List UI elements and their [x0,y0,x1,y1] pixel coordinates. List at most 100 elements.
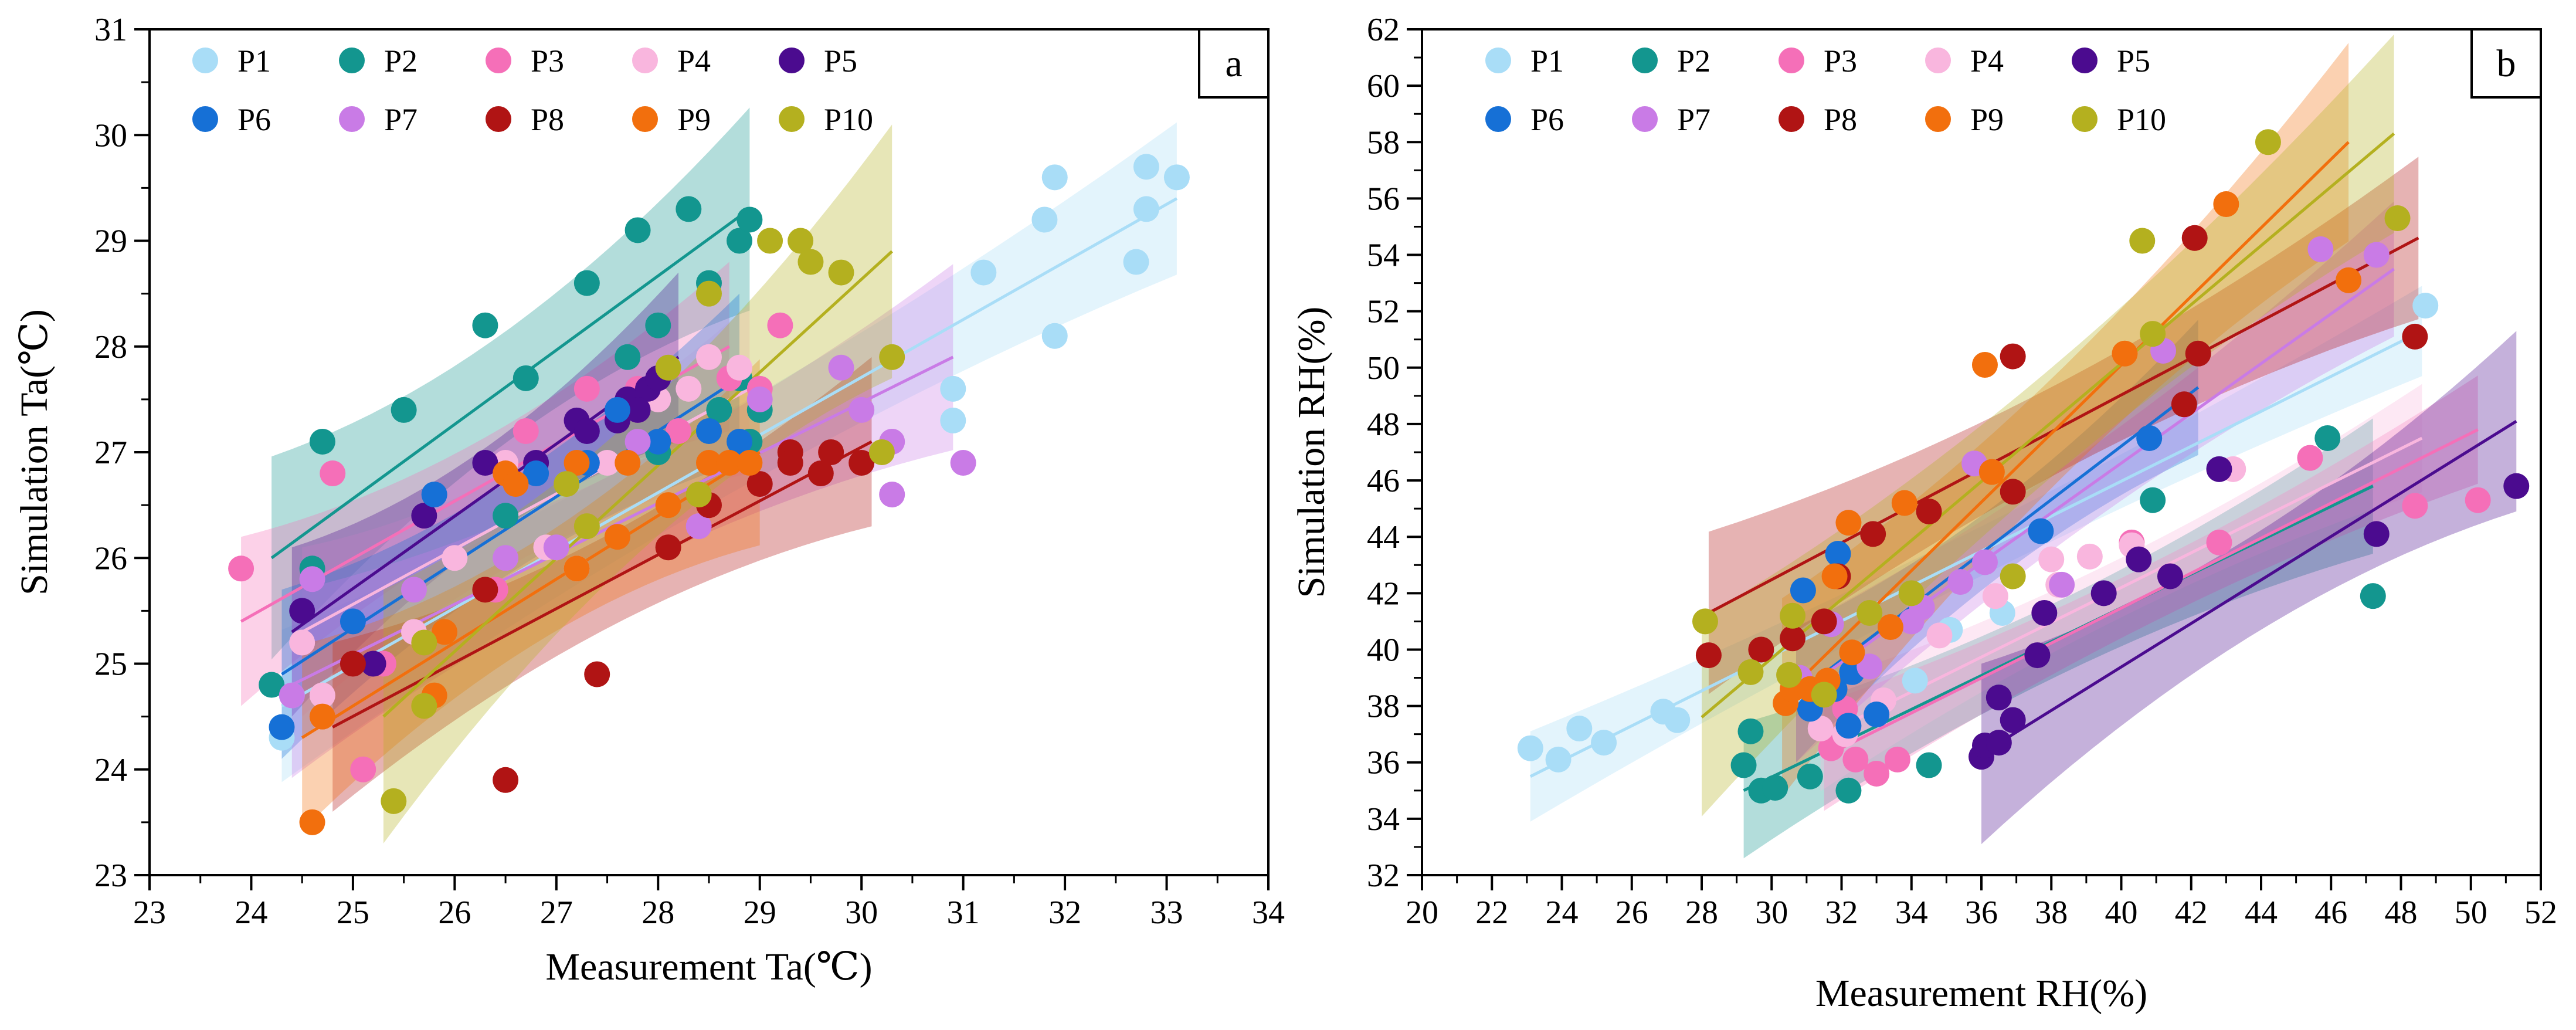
y-tick-label: 40 [1367,632,1400,668]
data-point-p1 [940,407,966,433]
data-point-p3 [2465,487,2491,513]
panel-a-letter-box [1198,28,1270,99]
legend-marker-p1 [192,48,218,73]
data-point-p6 [604,397,630,423]
data-point-p2 [472,312,498,338]
fit-line-p6 [1795,386,2200,696]
panel-b-letter: b [2497,42,2516,85]
data-point-p8 [655,534,681,561]
data-point-p10 [797,249,824,275]
data-point-p1 [940,375,966,402]
data-point-p7 [2307,236,2334,262]
legend-label-p6: P6 [237,102,271,137]
data-point-p9 [2336,267,2362,293]
legend-marker-p4 [1925,48,1951,73]
data-point-p8 [1780,625,1806,652]
data-point-p1 [1133,154,1159,180]
data-point-p1 [1133,196,1159,222]
panel-b-y-axis: 32 34 36 38 40 42 44 46 48 50 52 54 56 58 60 62 [1367,12,1422,894]
y-tick-label: 36 [1367,745,1400,781]
data-point-p7 [849,397,875,423]
data-point-p2 [1737,718,1764,744]
x-tick-label: 32 [1825,895,1858,931]
x-tick-label: 42 [2175,895,2208,931]
legend-label-p10: P10 [824,102,873,137]
y-tick-label: 56 [1367,181,1400,217]
legend-label-p10: P10 [2117,102,2166,137]
legend-label-p4: P4 [1970,43,2004,79]
data-point-p10 [1857,599,1883,626]
data-point-p3 [1884,746,1910,772]
data-point-p3 [2297,445,2323,471]
data-point-p7 [493,545,519,571]
legend-label-p2: P2 [1677,43,1710,79]
y-tick-label: 28 [94,329,127,365]
data-point-p4 [442,545,468,571]
legend-marker-p10 [779,106,805,132]
data-point-p2 [1797,763,1823,790]
panel-a-x-axis: 23 24 25 26 27 28 29 30 31 32 33 34 [133,875,1285,931]
data-point-p7 [2363,242,2390,268]
data-point-p2 [727,228,753,254]
data-point-p5 [2206,456,2232,482]
data-point-p6 [1825,541,1851,567]
y-tick-label: 24 [94,752,127,788]
data-point-p7 [950,450,976,476]
panel-a-y-axis: 23 24 25 26 27 28 29 30 31 [94,12,150,894]
data-point-p5 [1986,730,2012,756]
data-point-p8 [818,439,844,465]
y-tick-label: 34 [1367,801,1400,838]
data-point-p1 [970,259,997,286]
data-point-p4 [727,354,753,381]
y-tick-label: 42 [1367,575,1400,612]
data-point-p4 [1807,716,1834,742]
data-point-p8 [1748,636,1774,663]
data-point-p5 [360,650,386,677]
data-point-p1 [1902,668,1928,694]
data-point-p7 [543,534,569,561]
data-point-p3 [320,460,346,487]
data-point-p6 [1835,713,1862,739]
legend-label-p7: P7 [384,102,418,137]
data-point-p7 [625,428,651,455]
legend-marker-p7 [339,106,365,132]
data-point-p5 [2157,563,2183,589]
data-point-p8 [1695,642,1722,669]
data-point-p10 [2140,321,2166,347]
data-point-p7 [828,354,854,381]
data-point-p5 [472,450,498,476]
data-point-p5 [2503,473,2530,499]
data-point-p8 [1811,608,1837,635]
data-point-p3 [2402,493,2428,519]
legend-marker-p10 [2072,106,2098,132]
data-point-p10 [828,259,854,286]
data-point-p2 [706,397,732,423]
data-point-p4 [676,375,702,402]
y-tick-label: 30 [94,117,127,154]
data-point-p8 [2171,391,2197,418]
x-tick-label: 20 [1406,895,1438,931]
data-point-p6 [1790,577,1816,604]
y-tick-label: 62 [1367,12,1400,48]
data-point-p10 [554,471,580,497]
x-tick-label: 26 [438,895,471,931]
data-point-p2 [615,344,641,370]
data-point-p8 [746,471,773,497]
y-tick-label: 44 [1367,519,1400,555]
data-point-p6 [2028,518,2054,544]
fit-line-p3 [1823,428,2479,758]
data-point-p3 [573,375,600,402]
x-tick-label: 23 [133,895,166,931]
data-point-p2 [625,217,651,243]
data-point-p2 [1730,752,1757,778]
data-point-p2 [1762,774,1788,801]
data-point-p5 [2363,521,2390,547]
data-point-p7 [299,566,325,592]
legend-marker-p2 [339,48,365,73]
legend-marker-p5 [2072,48,2098,73]
data-point-p8 [849,450,875,476]
y-tick-label: 27 [94,435,127,471]
legend-label-p2: P2 [384,43,418,79]
data-point-p10 [868,439,895,465]
data-point-p1 [1664,707,1691,733]
